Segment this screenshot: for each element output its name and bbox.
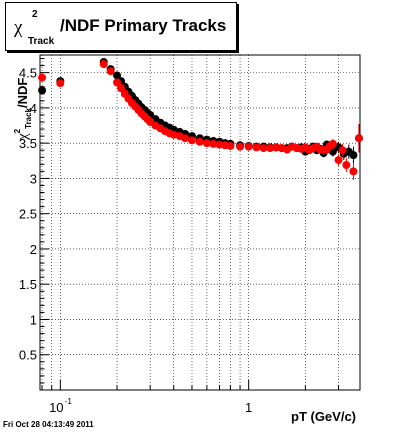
y-label-chi: χ [15,133,31,140]
data-point [202,139,211,148]
y-tick-label: 0.5 [19,348,37,363]
title-subscript: Track [28,36,55,47]
y-label-subscript: Track [24,107,33,129]
data-point [181,134,190,143]
title-superscript: 2 [32,9,38,20]
data-point [328,139,337,148]
y-tick-label: 4 [30,101,37,116]
x-axis-label: pT (GeV/c) [291,409,357,424]
y-tick-label: 3 [30,171,37,186]
y-tick-label: 1 [30,312,37,327]
data-point [236,142,245,151]
data-point [38,86,47,95]
data-point [266,144,275,153]
grid-lines [40,55,360,390]
x-tick-label: 10 [49,400,63,415]
data-point [209,139,218,148]
data-point [56,79,65,88]
data-point [187,136,196,145]
data-point [117,84,126,93]
title-box: χ 2 Track /NDF Primary Tracks [5,2,237,51]
y-label-text: /NDF [15,77,30,108]
tick-labels: 0.5 1 1.5 2 2.5 3 3.5 4 4.5 10 -1 1 [19,66,252,415]
data-points [38,58,363,180]
data-point [113,78,122,87]
data-point [226,141,235,150]
title-text: /NDF Primary Tracks [60,16,227,35]
x-tick-label-exponent: -1 [65,397,73,406]
y-axis-label: χ2Track/NDF [13,77,33,140]
timestamp: Fri Oct 28 04:13:49 2011 [3,420,94,429]
axis-ticks [40,50,340,391]
y-label-superscript: 2 [13,128,22,134]
data-point [342,161,351,170]
y-tick-label: 3.5 [19,136,37,151]
data-point [338,146,347,155]
y-tick-label: 4.5 [19,66,37,81]
data-point [334,156,343,165]
data-point [349,167,358,176]
data-point [38,73,47,82]
y-tick-label: 2.5 [19,207,37,222]
data-point [195,137,204,146]
data-point [349,151,358,160]
x-tick-label: 1 [245,400,252,415]
plot-frame [39,54,361,391]
title-chi: χ [14,17,23,38]
data-point [354,134,363,143]
data-point [244,142,253,151]
data-point [106,67,115,76]
data-point [252,143,261,152]
data-point [99,60,108,69]
data-point [113,71,122,80]
data-point [259,144,268,153]
y-tick-label: 1.5 [19,277,37,292]
y-tick-label: 2 [30,242,37,257]
